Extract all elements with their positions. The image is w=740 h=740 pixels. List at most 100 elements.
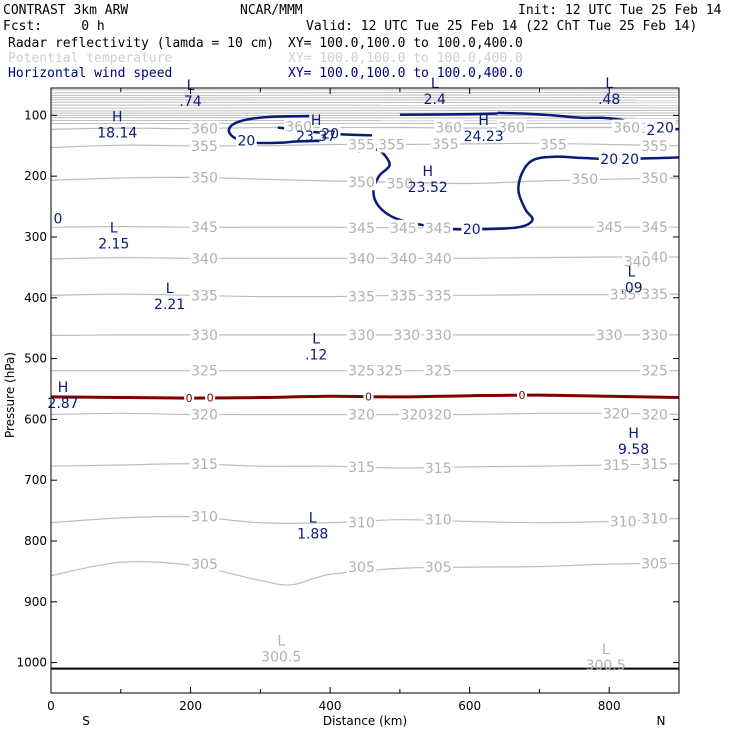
contour-label: 320 bbox=[400, 408, 427, 424]
theta-label-355: 355 bbox=[641, 139, 668, 155]
x-tick-label: 0 bbox=[47, 699, 55, 713]
theta-label-340: 340 bbox=[191, 251, 218, 267]
x-end-left: S bbox=[82, 714, 90, 728]
contour-label-bg bbox=[399, 406, 429, 423]
theta-label-335-bg bbox=[346, 288, 377, 305]
contour-label-bg bbox=[601, 456, 631, 473]
extremum-value: 2.15 bbox=[98, 237, 129, 253]
contour-label-bg bbox=[374, 362, 405, 379]
contour-label: 350 bbox=[387, 176, 414, 192]
contour-label: 310 bbox=[610, 515, 637, 531]
extremum-value: .09 bbox=[620, 280, 642, 296]
extremum-mark: L bbox=[166, 281, 174, 297]
theta-label-325-bg bbox=[639, 362, 670, 379]
y-tick-label: 500 bbox=[24, 352, 47, 366]
theta-label-305: 305 bbox=[348, 560, 375, 576]
theta-label-315: 315 bbox=[191, 457, 218, 473]
theta-label-310: 310 bbox=[348, 516, 375, 532]
contour-label-bg bbox=[385, 175, 415, 192]
contour-label: 360 bbox=[498, 121, 525, 137]
theta-label-355: 355 bbox=[191, 139, 218, 155]
contour-label: 360 bbox=[435, 121, 462, 137]
extremum-value: 2.87 bbox=[47, 396, 78, 412]
wind-contour-20-4 bbox=[399, 112, 498, 117]
extremum-value: 9.58 bbox=[618, 442, 649, 458]
theta-label-335-bg bbox=[639, 286, 670, 303]
y-tick-label: 700 bbox=[24, 473, 47, 487]
extremum-value: 24.23 bbox=[464, 129, 504, 145]
extremum-mark: H bbox=[423, 164, 434, 180]
extremum-mark: H bbox=[112, 109, 123, 125]
extremum-value: 18.14 bbox=[97, 125, 137, 141]
theta-label-345: 345 bbox=[641, 220, 668, 236]
extremum-mark: L bbox=[312, 331, 320, 347]
contour-label-bg bbox=[601, 405, 631, 422]
theta-label-330: 330 bbox=[191, 328, 218, 344]
extremum-mark: L bbox=[309, 511, 317, 527]
extremum-value: 2.21 bbox=[154, 297, 185, 313]
wind-contour-20-1 bbox=[357, 147, 679, 231]
theta-label-340-bg bbox=[346, 250, 377, 267]
theta-label-340-bg bbox=[423, 250, 453, 267]
theta-label-330-bg bbox=[423, 326, 453, 343]
extremum-value: 23.52 bbox=[408, 180, 448, 196]
reflectivity-label-bg bbox=[363, 390, 374, 402]
x-tick-label: 400 bbox=[319, 699, 342, 713]
theta-label-310-bg bbox=[346, 514, 377, 531]
contour-label: 330 bbox=[393, 328, 420, 344]
plot-frame bbox=[50, 87, 680, 694]
theta-label-320-bg bbox=[423, 406, 453, 423]
theta-label-305-bg bbox=[639, 555, 670, 572]
theta-label-350-bg bbox=[189, 169, 220, 186]
reflectivity-label-bg bbox=[517, 389, 527, 401]
theta-label-330: 330 bbox=[348, 328, 375, 344]
y-axis-title: Pressure (hPa) bbox=[3, 352, 17, 438]
theta-label-345-bg bbox=[423, 219, 453, 236]
theta-label-360: 360 bbox=[191, 122, 218, 138]
theta-label-320-bg bbox=[189, 406, 220, 423]
contour-label-bg bbox=[388, 219, 418, 236]
contour-label: 335 bbox=[610, 288, 637, 304]
theta-label-340-bg bbox=[189, 250, 220, 267]
theta-label-310-bg bbox=[189, 508, 220, 525]
theta-label-320: 320 bbox=[425, 408, 452, 424]
theta-label-350-bg bbox=[639, 169, 670, 186]
org-label: NCAR/MMM bbox=[240, 3, 303, 18]
extremum-mark: L bbox=[605, 76, 613, 92]
extremum-mark: L bbox=[277, 634, 285, 650]
reflectivity-label: 0 bbox=[207, 391, 214, 404]
contour-label-bg bbox=[654, 119, 676, 136]
contour-label: 325 bbox=[376, 364, 403, 380]
theta-label-305: 305 bbox=[425, 560, 452, 576]
extremum-mark: L bbox=[110, 221, 118, 237]
reflectivity-label-bg bbox=[184, 392, 195, 404]
theta-label-335: 335 bbox=[191, 288, 218, 304]
theta-label-340: 340 bbox=[425, 251, 452, 267]
reflectivity-label: 0 bbox=[365, 390, 372, 403]
contour-label-bg bbox=[612, 119, 642, 136]
contour-label-bg bbox=[430, 135, 460, 152]
theta-label-325: 325 bbox=[348, 364, 375, 380]
wind-label-20: 20 bbox=[237, 133, 255, 149]
extremum-mark: L bbox=[187, 78, 195, 94]
wind-label-20-bg bbox=[619, 151, 641, 168]
theta-label-335: 335 bbox=[348, 290, 375, 306]
x-tick-label: 800 bbox=[598, 699, 621, 713]
reflectivity-label: 0 bbox=[186, 392, 193, 405]
y-tick-label: 800 bbox=[24, 534, 47, 548]
contour-label: 330 bbox=[596, 328, 623, 344]
extremum-value: 1.88 bbox=[297, 527, 328, 543]
wind-label-20: 20 bbox=[621, 152, 639, 168]
theta-label-305: 305 bbox=[641, 556, 668, 572]
contour-label: 345 bbox=[390, 221, 417, 237]
theta-label-315-bg bbox=[423, 460, 453, 477]
header: CONTRAST 3km ARW NCAR/MMM Init: 12 UTC T… bbox=[3, 3, 722, 81]
contour-label-bg bbox=[570, 171, 600, 188]
theta-label-345-bg bbox=[639, 219, 670, 236]
wind-label-20-bg bbox=[235, 132, 257, 149]
theta-label-315-bg bbox=[346, 458, 377, 475]
theta-label-320: 320 bbox=[348, 408, 375, 424]
